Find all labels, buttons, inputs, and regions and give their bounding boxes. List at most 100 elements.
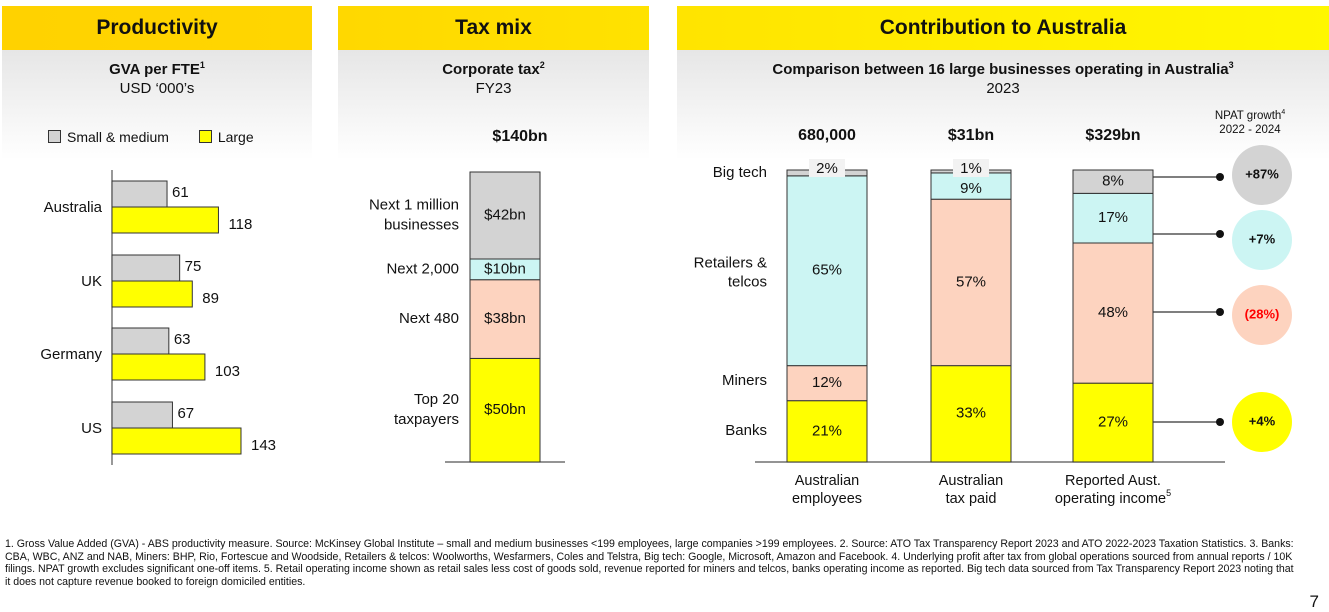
footnote-ref: 1 [199, 60, 205, 70]
segment-label-next-480: Next 480 [399, 310, 459, 327]
segment-value-retailers-telcos-0: 65% [812, 262, 842, 279]
segment-value-miners-0: 12% [812, 374, 842, 391]
contribution-panel: Contribution to Australia [677, 6, 1329, 160]
tax-mix-title-text: Corporate tax [442, 61, 540, 78]
npat-header-line1: NPAT growth4 [1195, 109, 1305, 123]
bar-small-medium-us [111, 401, 173, 429]
footnotes: 1. Gross Value Added (GVA) - ABS product… [5, 538, 1294, 588]
value-label-large-us: 143 [251, 437, 276, 454]
segment-value-big-tech-1: 1% [960, 160, 982, 177]
npat-value-big-tech: +87% [1245, 166, 1279, 181]
category-label-1: Australian [939, 473, 1003, 489]
npat-circle-big-tech [1232, 145, 1292, 205]
tax-mix-subheader [338, 50, 649, 160]
connector-dot-miners [1216, 308, 1224, 316]
legend-item-large: Large [198, 129, 254, 145]
productivity-titles: GVA per FTE1 USD ‘000’s [2, 60, 312, 98]
footnote-ref: 5 [1166, 488, 1171, 498]
segment-value-miners-2: 48% [1098, 304, 1128, 321]
legend-item-small-medium: Small & medium [48, 129, 169, 145]
segment-value-banks-0: 21% [812, 422, 842, 439]
contribution-titles: Comparison between 16 large businesses o… [677, 60, 1329, 98]
npat-value-retailers-telcos: +7% [1249, 231, 1276, 246]
category-label-australia: Australia [44, 199, 103, 216]
value-label-small-medium-uk: 75 [185, 258, 202, 275]
small-label-bg [809, 159, 845, 177]
contribution-stacked-chart: 21% 12% 65% 2% 680,000 Australian employees 33%… [694, 127, 1292, 507]
productivity-subtitle: USD ‘000’s [119, 80, 195, 97]
bar-small-medium-germany [111, 327, 170, 355]
tax-mix-total: $140bn [492, 128, 548, 145]
series-label-big-tech: Big tech [713, 164, 767, 181]
segment-value-miners-1: 57% [956, 273, 986, 290]
segment-miners-2 [1072, 242, 1154, 384]
bar-large-uk [111, 280, 193, 308]
connector-dot-retailers-telcos [1216, 230, 1224, 238]
value-label-large-germany: 103 [215, 363, 240, 380]
segment-label-next-1-million-businesses: businesses [384, 216, 459, 233]
tax-mix-titles: Corporate tax2 FY23 [338, 60, 649, 98]
contribution-title: Comparison between 16 large businesses o… [677, 60, 1329, 79]
productivity-legend: Small & medium Large [48, 129, 254, 145]
bar-total-0: 680,000 [798, 127, 856, 144]
value-label-small-medium-us: 67 [177, 405, 194, 422]
segment-value-retailers-telcos-1: 9% [960, 180, 982, 197]
npat-header-text: NPAT growth [1214, 110, 1282, 122]
legend-swatch-small-medium [48, 130, 61, 143]
productivity-title-text: GVA per FTE [109, 61, 200, 78]
segment-label-next-1-million-businesses: Next 1 million [369, 196, 459, 213]
connector-dot-banks [1216, 418, 1224, 426]
segment-banks-0 [786, 400, 868, 463]
segment-value-big-tech-0: 2% [816, 160, 838, 177]
series-label-retailers-telcos: Retailers & [694, 254, 767, 271]
segment-label-next-2-000: Next 2,000 [386, 260, 459, 277]
tax-mix-title: Corporate tax2 [338, 60, 649, 79]
npat-circle-banks [1232, 392, 1292, 452]
bar-large-us [111, 427, 242, 455]
contribution-title-text: Comparison between 16 large businesses o… [772, 61, 1229, 78]
segment-value-top-20-taxpayers: $50bn [484, 401, 526, 418]
series-label-retailers-telcos: telcos [728, 273, 767, 290]
footnote-ref: 2 [539, 60, 545, 70]
npat-value-banks: +4% [1249, 413, 1276, 428]
bar-large-australia [111, 206, 219, 234]
category-label-0: Australian [795, 473, 859, 489]
segment-value-next-1-million-businesses: $42bn [484, 206, 526, 223]
segment-value-banks-1: 33% [956, 405, 986, 422]
segment-next-480 [469, 279, 541, 359]
segment-next-1-million-businesses [469, 171, 541, 260]
segment-retailers-telcos-0 [786, 175, 868, 367]
category-label-us: US [81, 420, 102, 437]
segment-miners-0 [786, 365, 868, 402]
value-label-large-australia: 118 [228, 216, 252, 233]
connector-dot-big-tech [1216, 173, 1224, 181]
footnote-ref: 4 [1281, 109, 1286, 117]
segment-retailers-telcos-2 [1072, 192, 1154, 244]
npat-circle-miners [1232, 285, 1292, 345]
page-number: 7 [1309, 592, 1319, 611]
tax-mix-panel: Tax mix [338, 6, 649, 160]
value-label-small-medium-australia: 61 [172, 184, 189, 201]
segment-label-top-20-taxpayers: Top 20 [414, 391, 459, 408]
value-label-small-medium-germany: 63 [174, 331, 191, 348]
category-label-germany: Germany [40, 346, 102, 363]
segment-banks-1 [930, 365, 1012, 463]
segment-value-next-2-000: $10bn [484, 260, 526, 277]
productivity-header: Productivity [2, 6, 312, 50]
segment-big-tech-2 [1072, 169, 1154, 194]
npat-value-miners: (28%) [1245, 306, 1280, 321]
contribution-subtitle: 2023 [986, 80, 1020, 97]
category-label-0: employees [792, 491, 862, 507]
npat-circle-retailers-telcos [1232, 210, 1292, 270]
segment-top-20-taxpayers [469, 357, 541, 463]
segment-value-next-480: $38bn [484, 310, 526, 327]
footnote-ref: 3 [1228, 60, 1234, 70]
tax-mix-header: Tax mix [338, 6, 649, 50]
segment-banks-2 [1072, 382, 1154, 463]
contribution-subheader [677, 50, 1329, 160]
legend-swatch-large [198, 130, 212, 143]
npat-header-line2: 2022 - 2024 [1219, 124, 1281, 136]
productivity-title: GVA per FTE1 [2, 60, 312, 79]
category-label-2: Reported Aust. [1065, 473, 1161, 489]
